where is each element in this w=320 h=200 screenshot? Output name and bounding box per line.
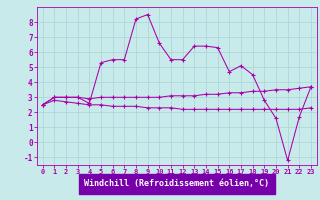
X-axis label: Windchill (Refroidissement éolien,°C): Windchill (Refroidissement éolien,°C) — [84, 179, 269, 188]
